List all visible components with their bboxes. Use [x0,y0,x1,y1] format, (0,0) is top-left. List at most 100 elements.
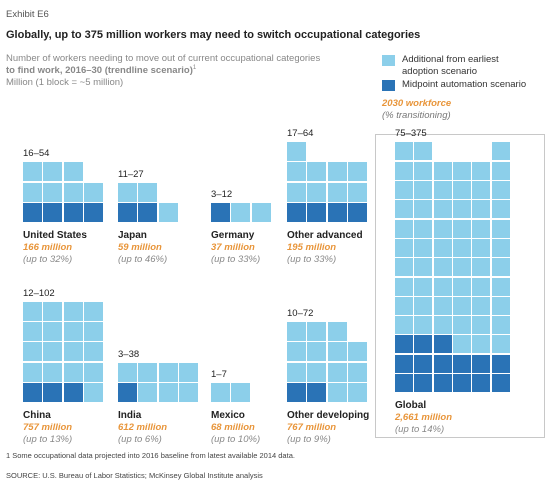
waffle-block-other-developing [307,383,327,402]
workforce-germany: 37 million [211,242,255,253]
country-name-india: India [118,410,142,421]
waffle-block-global [414,277,433,296]
country-name-mexico: Mexico [211,410,245,421]
range-label-other-advanced: 17–64 [287,128,314,140]
pct-transitioning-united-states: (up to 32%) [23,254,73,265]
waffle-block-china [43,322,63,342]
waffle-block-germany [211,203,230,222]
pct-transitioning-china: (up to 13%) [23,434,73,445]
waffle-block-japan [158,203,178,222]
waffle-block-other-advanced [287,203,306,222]
pct-transitioning-germany: (up to 33%) [211,254,261,265]
waffle-block-china [63,322,83,342]
waffle-block-global [472,219,491,238]
waffle-block-global [491,142,510,161]
waffle-block-other-advanced [287,182,306,202]
legend-swatch-dark [382,80,395,91]
waffle-block-global [395,354,413,373]
legend-swatch-light [382,55,395,66]
waffle-block-other-advanced [347,162,367,182]
waffle-block-global [472,296,491,315]
waffle-block-global [433,316,452,335]
pct-transitioning-india: (up to 6%) [118,434,162,445]
waffle-block-china [23,301,42,321]
waffle-block-japan [118,203,137,222]
waffle-block-global [395,142,413,161]
country-name-other-advanced: Other advanced [287,230,363,241]
pct-transitioning-other-advanced: (up to 33%) [287,254,337,265]
waffle-block-global [472,200,491,219]
chart-headline: Globally, up to 375 million workers may … [6,29,421,41]
waffle-block-global [472,181,491,199]
range-label-germany: 3–12 [211,189,233,200]
country-name-global: Global [395,400,427,411]
waffle-block-global [452,238,471,257]
waffle-block-global [491,238,510,257]
waffle-block-global [433,277,452,296]
waffle-block-other-advanced [307,182,327,202]
waffle-block-global [491,200,510,219]
waffle-block-global [472,374,491,392]
workforce-china: 757 million [23,422,73,433]
legend-label-light-2: adoption scenario [402,66,477,77]
range-label-mexico: 1–7 [211,369,227,380]
waffle-block-global [395,277,413,296]
waffle-block-china [23,362,42,382]
subtitle-unit: Million (1 block = ~5 million) [6,77,124,88]
waffle-block-india [138,383,158,402]
waffle-block-global [452,181,471,199]
waffle-block-global [414,142,433,161]
waffle-block-united-states [43,162,63,182]
range-label-united-states: 16–54 [23,148,50,160]
waffle-block-global [414,316,433,335]
workforce-legend-title: 2030 workforce [382,98,452,109]
waffle-block-global [472,316,491,335]
waffle-block-other-developing [327,383,347,402]
workforce-mexico: 68 million [211,422,255,433]
waffle-block-china [23,383,42,402]
waffle-block-global [472,335,491,354]
waffle-block-global [433,258,452,277]
waffle-block-other-advanced [327,162,347,182]
waffle-block-global [395,161,413,180]
waffle-block-other-advanced [327,182,347,202]
waffle-block-germany [231,203,251,222]
waffle-block-other-developing [287,322,306,342]
waffle-block-other-developing [287,362,306,382]
waffle-block-united-states [63,182,83,202]
waffle-block-united-states [43,182,63,202]
waffle-block-other-developing [327,322,347,342]
country-name-china: China [23,410,51,421]
waffle-block-global [491,258,510,277]
waffle-block-other-developing [327,342,347,362]
waffle-block-global [452,258,471,277]
exhibit-label: Exhibit E6 [6,9,49,20]
waffle-block-united-states [83,203,103,222]
waffle-block-global [452,354,471,373]
waffle-block-india [178,383,198,402]
range-label-china: 12–102 [23,287,55,299]
waffle-block-china [63,301,83,321]
waffle-block-global [472,161,491,180]
waffle-block-global [395,316,413,335]
waffle-block-united-states [23,182,42,202]
waffle-block-global [395,335,413,354]
waffle-block-germany [251,203,271,222]
waffle-block-india [138,362,158,382]
waffle-block-global [414,258,433,277]
waffle-block-china [83,301,103,321]
waffle-block-other-advanced [347,182,367,202]
waffle-block-other-developing [287,383,306,402]
waffle-block-japan [118,182,137,202]
waffle-block-global [491,219,510,238]
waffle-block-other-developing [347,362,367,382]
waffle-block-india [158,383,178,402]
country-name-united-states: United States [23,230,87,241]
waffle-block-global [414,354,433,373]
waffle-block-other-advanced [347,203,367,222]
waffle-block-other-developing [307,342,327,362]
waffle-block-other-developing [287,342,306,362]
waffle-block-united-states [23,203,42,222]
waffle-block-global [414,161,433,180]
waffle-block-other-developing [307,322,327,342]
